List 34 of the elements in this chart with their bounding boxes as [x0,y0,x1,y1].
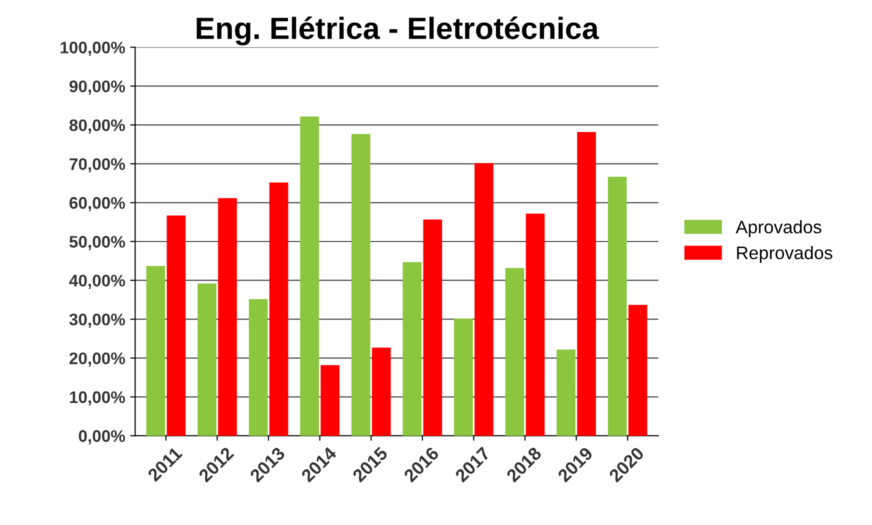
legend-label: Aprovados [736,220,822,237]
y-tick-label: 70,00% [70,158,125,172]
bar [402,262,422,436]
bar [628,304,648,436]
bar [218,198,237,436]
bar [146,266,166,436]
bar [351,134,370,436]
bar [320,365,340,436]
y-tick-label: 30,00% [69,314,125,328]
bar [608,176,627,436]
y-tick-label: 100,00% [60,42,126,56]
bar [454,318,473,436]
y-tick-label: 0,00% [78,430,125,444]
chart-title: Eng. Elétrica - Eletrotécnica [196,16,600,46]
bar [526,214,545,436]
y-tick-label: 90,00% [69,80,125,95]
y-tick-label: 20,00% [69,352,125,367]
bar [505,268,524,436]
bar [198,284,216,436]
bar [166,216,186,436]
legend-label: Reprovados [737,246,832,263]
bar [372,348,391,436]
bar [300,116,319,436]
bar [474,163,494,436]
bar [577,132,596,436]
y-tick-label: 10,00% [70,391,125,406]
y-tick-label: 80,00% [69,119,125,134]
bar [556,350,576,436]
y-tick-label: 40,00% [69,274,125,289]
bar [269,182,288,436]
bar [423,219,442,436]
y-tick-label: 60,00% [70,197,125,212]
y-tick-label: 50,00% [69,236,125,250]
bar [248,299,268,436]
